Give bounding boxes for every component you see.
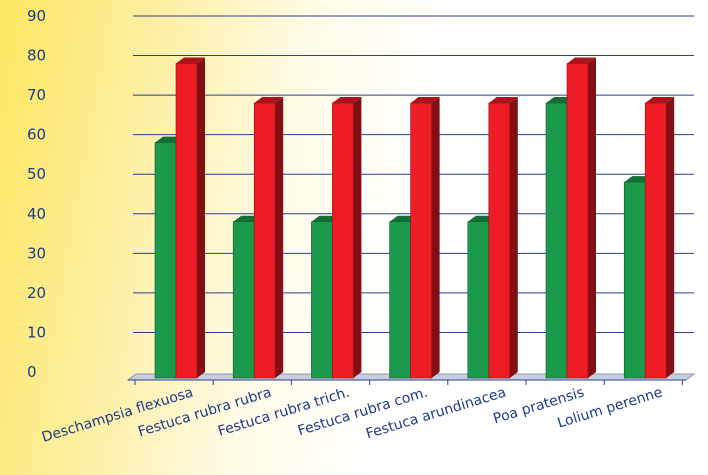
bar [467,221,490,379]
bar-top [645,97,675,104]
bar [488,102,511,379]
bar [332,102,354,379]
y-tick-label: 0 [27,363,37,381]
x-category-label: Festuca rubra com. [296,385,430,440]
bar [644,102,667,379]
bar-side [353,97,362,379]
bar [566,63,589,379]
bar-side [275,97,284,379]
x-category-label: Festuca rubra trich. [216,385,351,440]
y-tick-label: 60 [27,126,46,144]
bar-side [666,97,675,379]
bar-top [254,97,284,104]
y-tick-label: 50 [27,165,46,183]
bar-side [431,97,440,379]
bar-side [197,57,205,378]
bar-top [176,57,205,64]
bar-side [588,57,596,378]
y-tick-label: 70 [27,86,46,104]
bar [389,221,411,379]
bar-top [410,97,440,104]
y-tick-label: 90 [27,7,46,25]
bar [623,181,646,379]
bar [175,63,198,379]
y-tick-label: 10 [27,323,46,341]
y-tick-label: 80 [27,47,46,65]
bar [232,221,255,379]
bars [154,57,675,379]
bar-top [567,57,596,64]
bar-side [509,97,518,379]
bar [311,221,333,379]
y-tick-label: 20 [27,284,46,302]
y-axis-tick-labels: 0 10 20 30 40 50 60 70 80 90 [27,7,46,381]
bar [253,102,276,379]
y-tick-label: 40 [27,205,46,223]
bar [410,102,432,379]
y-tick-label: 30 [27,244,46,262]
bar [154,142,177,379]
bar [545,102,568,379]
bar-top [332,97,362,104]
x-category-label: Festuca arundinacea [364,385,508,443]
bar-top [488,97,518,104]
